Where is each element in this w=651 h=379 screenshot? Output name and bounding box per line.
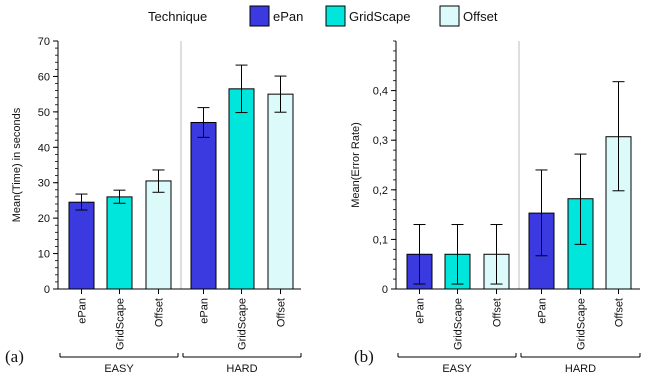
legend-swatch-gridscape <box>325 5 346 27</box>
x-category-label: Offset <box>492 298 504 327</box>
legend-title: Technique <box>148 9 207 24</box>
legend-label-offset: Offset <box>463 9 498 24</box>
y-tick-label: 10 <box>38 249 50 261</box>
x-category-label: Offset <box>614 298 626 327</box>
y-axis-label: Mean(Error Rate) <box>350 122 362 208</box>
chart-panel-a: 0 10 20 30 40 50 60 70 Mean(Time) in seconds ePan… <box>5 36 302 375</box>
group-label-easy: EASY <box>104 363 134 375</box>
bar-easy-offset <box>145 180 172 290</box>
y-tick-label: 20 <box>38 213 50 225</box>
y-tick-label: 30 <box>38 178 50 190</box>
x-category-label: GridScape <box>237 298 249 350</box>
y-tick-label: 40 <box>38 142 50 154</box>
x-category-label: GridScape <box>115 298 127 350</box>
x-category-label: ePan <box>77 298 89 324</box>
x-category-label: ePan <box>415 298 427 324</box>
x-category-label: GridScape <box>453 298 465 350</box>
legend-swatch-epan <box>249 5 270 27</box>
bar-hard-gridscape <box>228 88 255 290</box>
y-tick-label: 0,4 <box>373 86 388 98</box>
bar-hard-offset <box>267 93 294 290</box>
group-label-easy: EASY <box>442 363 472 375</box>
legend-label-gridscape: GridScape <box>349 9 410 24</box>
x-category-label: ePan <box>199 298 211 324</box>
y-tick-label: 0,2 <box>373 185 388 197</box>
legend-label-epan: ePan <box>273 9 303 24</box>
y-tick-label: 50 <box>38 107 50 119</box>
y-tick-label: 0 <box>44 284 50 296</box>
x-category-label: Offset <box>276 298 288 327</box>
x-category-label: GridScape <box>576 298 588 350</box>
x-category-label: Offset <box>154 298 166 327</box>
y-tick-label: 0 <box>382 284 388 296</box>
y-tick-label: 0,3 <box>373 135 388 147</box>
bar-easy-gridscape <box>106 196 133 290</box>
panel-label-a: (a) <box>5 347 24 366</box>
y-tick-label: 70 <box>38 36 50 48</box>
x-category-label: ePan <box>537 298 549 324</box>
chart-panel-b: 0 0,1 0,2 0,3 0,4 Mean(Error Rate) ePan GridSca… <box>350 40 641 375</box>
group-label-hard: HARD <box>226 363 257 375</box>
legend-swatch-offset <box>439 5 460 27</box>
legend: Technique ePan GridScape Offset <box>148 5 498 27</box>
y-tick-label: 0,1 <box>373 234 388 246</box>
panel-label-b: (b) <box>354 347 374 366</box>
y-axis-label: Mean(Time) in seconds <box>11 107 23 222</box>
y-tick-label: 60 <box>38 71 50 83</box>
bar-easy-epan <box>68 201 95 290</box>
bar-hard-epan <box>190 121 217 290</box>
group-label-hard: HARD <box>565 363 596 375</box>
